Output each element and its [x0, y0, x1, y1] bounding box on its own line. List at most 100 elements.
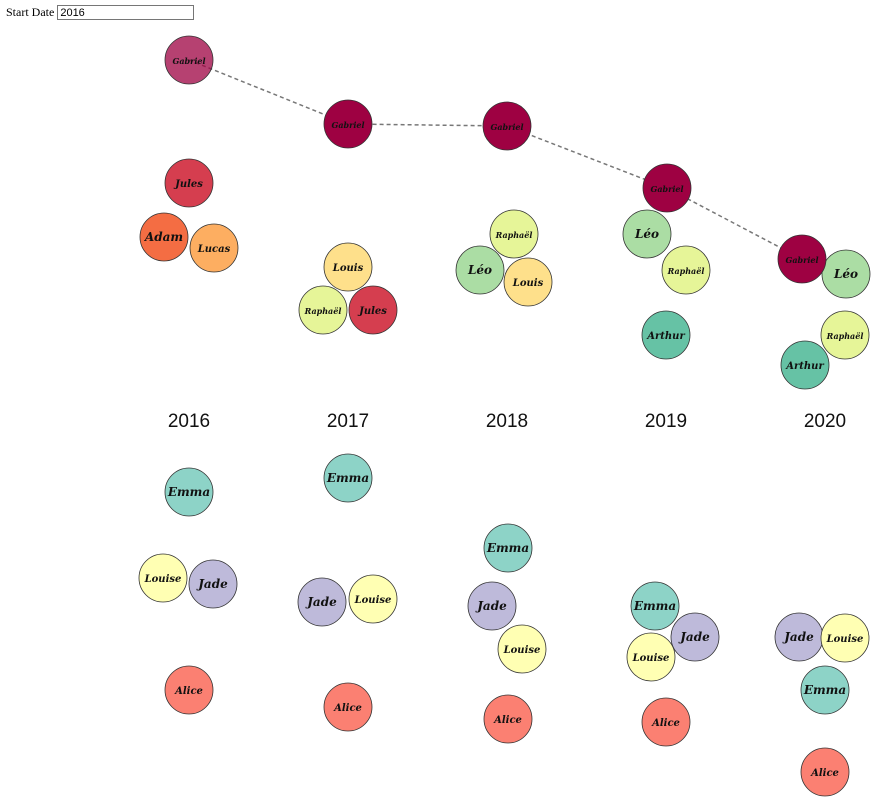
year-label-2018: 2018: [486, 411, 528, 432]
bubble-name-label: Alice: [174, 686, 203, 697]
bubble-louise-2018[interactable]: Louise: [497, 624, 547, 674]
bubble-name-label: Gabriel: [173, 56, 206, 66]
bubble-circle: [297, 577, 347, 627]
bubble-name-label: Louise: [632, 653, 670, 664]
bubble-name-label: Louise: [144, 574, 182, 585]
bubble-circle: [323, 99, 373, 149]
bubble-circle: [323, 453, 373, 503]
bubble-jules-2017[interactable]: Jules: [348, 285, 398, 335]
bubble-gabriel-2019[interactable]: Gabriel: [642, 163, 692, 213]
bubble-name-label: Adam: [144, 230, 183, 244]
bubble-circle: [820, 310, 870, 360]
bubble-arthur-2019[interactable]: Arthur: [641, 310, 691, 360]
bubble-name-label: Louise: [354, 595, 392, 606]
bubble-circle: [139, 212, 189, 262]
bubble-alice-2017[interactable]: Alice: [323, 682, 373, 732]
bubble-emma-2019[interactable]: Emma: [630, 581, 680, 631]
bubble-circle: [800, 747, 850, 797]
bubble-name-label: Léo: [634, 227, 659, 241]
bubble-circle: [489, 209, 539, 259]
bubble-gabriel-2016[interactable]: Gabriel: [164, 35, 214, 85]
bubble-arthur-2020[interactable]: Arthur: [780, 340, 830, 390]
bubble-gabriel-2018[interactable]: Gabriel: [482, 101, 532, 151]
bubble-name-label: Jade: [678, 630, 710, 644]
bubble-leo-2020[interactable]: Léo: [821, 249, 871, 299]
bubble-name-label: Jules: [173, 179, 203, 190]
bubble-jade-2016[interactable]: Jade: [188, 559, 238, 609]
bubble-raphael-2017[interactable]: Raphaël: [298, 285, 348, 335]
bubble-circle: [630, 581, 680, 631]
bubble-circle: [455, 245, 505, 295]
bubble-circle: [800, 665, 850, 715]
bubble-circle: [483, 694, 533, 744]
bubble-name-label: Emma: [486, 541, 529, 555]
bubble-jade-2019[interactable]: Jade: [670, 612, 720, 662]
bubble-circle: [138, 553, 188, 603]
bubble-circle: [323, 242, 373, 292]
bubble-name-label: Jade: [782, 630, 814, 644]
bubble-alice-2016[interactable]: Alice: [164, 665, 214, 715]
bubble-jules-2016[interactable]: Jules: [164, 158, 214, 208]
bubble-adam-2016[interactable]: Adam: [139, 212, 189, 262]
bubble-alice-2019[interactable]: Alice: [641, 697, 691, 747]
bubble-raphael-2020[interactable]: Raphaël: [820, 310, 870, 360]
bubble-circle: [189, 223, 239, 273]
bubble-name-label: Alice: [651, 718, 680, 729]
bubble-circle: [348, 574, 398, 624]
bubble-leo-2018[interactable]: Léo: [455, 245, 505, 295]
bubble-louis-2018[interactable]: Louis: [503, 257, 553, 307]
bubble-gabriel-2017[interactable]: Gabriel: [323, 99, 373, 149]
bubble-alice-2020[interactable]: Alice: [800, 747, 850, 797]
bubble-jade-2018[interactable]: Jade: [467, 581, 517, 631]
bubble-circle: [164, 665, 214, 715]
bubble-jade-2017[interactable]: Jade: [297, 577, 347, 627]
start-date-label: Start Date: [6, 5, 55, 19]
year-label-2019: 2019: [645, 411, 687, 432]
bubble-gabriel-2020[interactable]: Gabriel: [777, 234, 827, 284]
bubble-emma-2020[interactable]: Emma: [800, 665, 850, 715]
bubble-circle: [483, 523, 533, 573]
bubble-circle: [780, 340, 830, 390]
bubble-name-label: Gabriel: [491, 122, 524, 132]
bubble-name-label: Gabriel: [651, 184, 684, 194]
bubble-louise-2020[interactable]: Louise: [820, 613, 870, 663]
bubble-alice-2018[interactable]: Alice: [483, 694, 533, 744]
bubble-jade-2020[interactable]: Jade: [774, 612, 824, 662]
bubble-name-label: Emma: [326, 471, 369, 485]
bubble-circle: [670, 612, 720, 662]
bubble-raphael-2019[interactable]: Raphaël: [661, 245, 711, 295]
bubble-raphael-2018[interactable]: Raphaël: [489, 209, 539, 259]
bubble-circle: [188, 559, 238, 609]
bubble-lucas-2016[interactable]: Lucas: [189, 223, 239, 273]
bubble-name-label: Jade: [475, 599, 507, 613]
bubble-leo-2019[interactable]: Léo: [622, 209, 672, 259]
bubble-name-label: Léo: [467, 263, 492, 277]
bubble-name-label: Léo: [833, 267, 858, 281]
bubble-circle: [164, 35, 214, 85]
bubble-emma-2016[interactable]: Emma: [164, 467, 214, 517]
start-date-input[interactable]: [57, 5, 195, 20]
bubble-name-label: Louise: [503, 645, 541, 656]
bubble-name-label: Arthur: [646, 331, 685, 342]
bubble-louis-2017[interactable]: Louis: [323, 242, 373, 292]
bubble-circle: [641, 697, 691, 747]
bubble-louise-2017[interactable]: Louise: [348, 574, 398, 624]
bubble-name-label: Jade: [305, 595, 337, 609]
bubble-circle: [323, 682, 373, 732]
bubble-name-label: Emma: [167, 485, 210, 499]
bubble-circle: [777, 234, 827, 284]
bubble-name-label: Jules: [357, 306, 387, 317]
bubble-name-label: Louis: [512, 278, 544, 289]
bubble-emma-2017[interactable]: Emma: [323, 453, 373, 503]
bubble-circle: [820, 613, 870, 663]
bubble-emma-2018[interactable]: Emma: [483, 523, 533, 573]
bubble-louise-2019[interactable]: Louise: [626, 632, 676, 682]
bubble-circle: [164, 158, 214, 208]
bubble-circle: [467, 581, 517, 631]
bubble-circle: [503, 257, 553, 307]
bubble-circle: [642, 163, 692, 213]
bubble-louise-2016[interactable]: Louise: [138, 553, 188, 603]
bubble-name-label: Raphaël: [495, 230, 533, 240]
bubble-circle: [622, 209, 672, 259]
bubble-circle: [298, 285, 348, 335]
